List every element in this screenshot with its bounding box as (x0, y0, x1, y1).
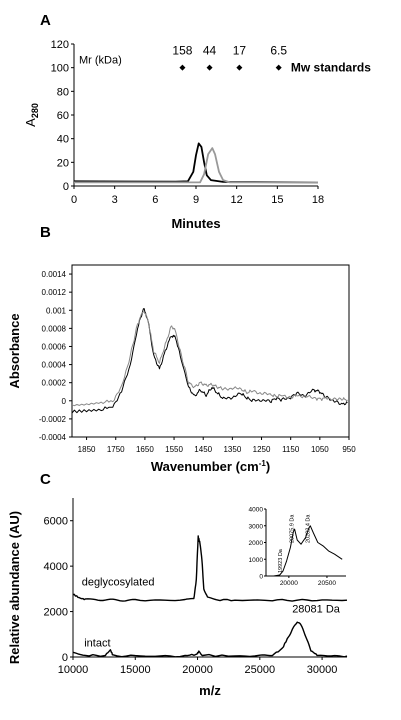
panel-label-a: A (40, 12, 51, 29)
x-tick-label: 1650 (136, 445, 154, 454)
mw-standard-marker (179, 64, 186, 71)
spectrum-annotation: intact (84, 637, 110, 649)
mw-standard-marker (206, 64, 213, 71)
y-tick-label: 0.0002 (42, 379, 67, 388)
mw-standard-label: 158 (172, 44, 192, 58)
plot-frame (71, 264, 350, 438)
y-axis-title: Absorbance (7, 313, 22, 388)
y-tick-label: 0.0012 (42, 288, 67, 297)
y-tick-label: 60 (57, 110, 69, 122)
panel-label-b: B (40, 224, 51, 241)
mw-standard-label: 44 (203, 44, 217, 58)
spectrum-annotation: 28081 Da (292, 604, 341, 616)
x-tick-label: 12 (231, 194, 243, 206)
y-tick-label: 0.0014 (42, 270, 67, 279)
inset-peak-label: 20282.4 Da (305, 514, 311, 543)
x-axis-title-main: Wavenumber (cm (151, 459, 259, 474)
inset-spectrum-line (273, 525, 343, 577)
y-tick-label: 4000 (44, 561, 68, 573)
inset-y-tick-label: 1000 (249, 557, 264, 564)
inset-peak-label: 19923 Da (278, 548, 284, 573)
y-tick-label: -0.0002 (39, 415, 67, 424)
y-tick-label: 0.001 (46, 306, 67, 315)
ms-spectrum-line (72, 621, 348, 658)
y-tick-label: 0.0008 (42, 324, 67, 333)
inset-y-tick-label: 3000 (249, 523, 264, 530)
y-tick-label: 0 (63, 181, 69, 193)
y-axis-title-sub: 280 (30, 103, 40, 118)
x-tick-label: 6 (152, 194, 158, 206)
y-tick-label: 2000 (44, 607, 68, 619)
chart-panel-b: -0.0004 -0.0002 0 0.0002 0.0004 0.0006 0.0008 0… (7, 264, 356, 474)
inset-x-tick-label: 20500 (318, 580, 336, 587)
y-tick-label: 100 (51, 63, 69, 75)
x-tick-label: 0 (71, 194, 77, 206)
x-tick-label: 15 (271, 194, 283, 206)
chart-panel-a: 0 20 40 60 80 100 120 0 3 6 9 12 15 18 Minutes A280 Mr (… (23, 39, 371, 231)
x-tick-label: 1350 (223, 445, 241, 454)
mr-label: Mr (kDa) (79, 55, 122, 67)
y-tick-label: -0.0004 (39, 433, 67, 442)
mw-standard-label: 6.5 (270, 44, 287, 58)
inset-x-tick-label: 20000 (280, 580, 298, 587)
inset-y-tick-label: 2000 (249, 540, 264, 547)
y-tick-label: 40 (57, 134, 69, 146)
x-tick-label: 1550 (165, 445, 183, 454)
y-axis-title: Relative abundance (AU) (7, 511, 22, 664)
y-axis-title-main: A (23, 118, 38, 127)
x-tick-label: 1250 (253, 445, 271, 454)
x-tick-label: 18 (312, 194, 324, 206)
y-tick-label: 6000 (44, 516, 68, 528)
x-tick-label: 3 (112, 194, 118, 206)
x-tick-label: 20000 (182, 664, 213, 676)
y-tick-label: 20 (57, 157, 69, 169)
spectrum-annotation: deglycosylated (82, 576, 155, 588)
x-axis-title-sup: -1 (259, 459, 267, 468)
y-tick-label: 80 (57, 86, 69, 98)
inset-y-tick-label: 4000 (249, 507, 264, 514)
y-tick-label: 0.0004 (42, 361, 67, 370)
mw-standard-label: 17 (233, 44, 247, 58)
mw-standard-marker (275, 64, 282, 71)
x-axis-title-end: ) (266, 459, 270, 474)
x-tick-label: 9 (193, 194, 199, 206)
ms-spectrum-line (72, 535, 348, 602)
x-tick-label: 1850 (78, 445, 96, 454)
x-tick-label: 1750 (107, 445, 125, 454)
inset-peak-label: 20075.9 Da (290, 514, 296, 543)
x-tick-label: 10000 (58, 664, 89, 676)
mw-standard-marker (236, 64, 243, 71)
panel-label-c: C (40, 471, 51, 488)
x-tick-label: 15000 (120, 664, 151, 676)
x-tick-label: 30000 (307, 664, 338, 676)
x-axis-title: m/z (199, 683, 221, 698)
inset-y-tick-label: 0 (259, 574, 263, 581)
x-axis-title: Wavenumber (cm-1) (151, 459, 270, 474)
x-tick-label: 1450 (194, 445, 212, 454)
y-tick-label: 120 (51, 39, 69, 51)
series-line (73, 142, 319, 184)
y-axis-title: A280 (23, 103, 40, 127)
inset-chart: 0 1000 2000 3000 4000 20000 20500 19923 Da 20075… (249, 507, 346, 587)
x-tick-label: 950 (342, 445, 356, 454)
x-tick-label: 1150 (282, 445, 300, 454)
y-tick-label: 0 (62, 652, 68, 664)
y-tick-label: 0.0006 (42, 342, 67, 351)
x-tick-label: 1050 (311, 445, 329, 454)
mw-standards-legend: Mw standards (291, 61, 371, 75)
x-tick-label: 25000 (245, 664, 276, 676)
y-tick-label: 0 (62, 397, 67, 406)
x-axis-title: Minutes (171, 216, 220, 231)
spectrum-line (71, 308, 348, 414)
series-line (74, 147, 318, 184)
spectrum-line (71, 311, 348, 407)
